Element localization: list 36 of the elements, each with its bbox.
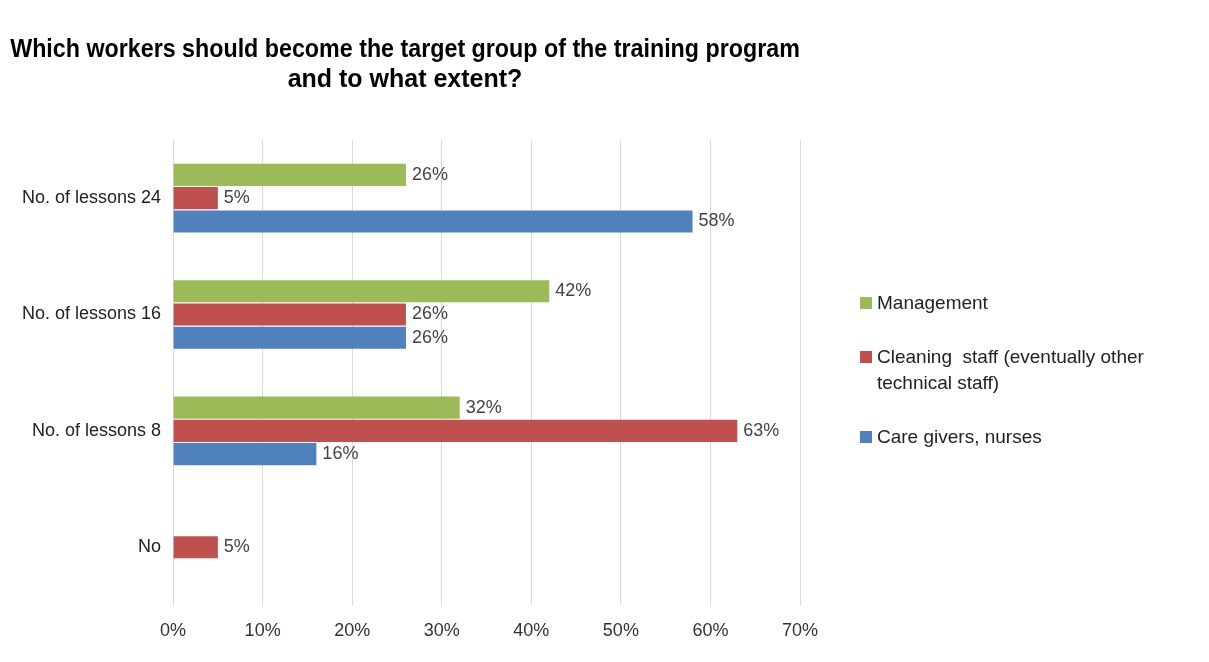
x-tick-label: 50% — [602, 620, 639, 641]
data-label: 26% — [411, 163, 448, 184]
x-tick-label: 10% — [244, 620, 281, 641]
bar — [173, 419, 738, 442]
x-tick-label: 20% — [334, 620, 371, 641]
y-tick-label: No. of lessons 24 — [22, 187, 162, 208]
bar — [173, 536, 218, 559]
bar — [173, 163, 406, 186]
y-tick-label: No. of lessons 16 — [22, 303, 162, 324]
chart-title: Which workers should become the target group of the training program and to what extent? — [10, 34, 800, 92]
data-label: 63% — [743, 419, 780, 440]
data-label: 26% — [411, 326, 448, 347]
bar — [173, 326, 406, 349]
x-tick-label: 0% — [160, 620, 187, 641]
bar — [173, 443, 317, 466]
x-tick-label: 40% — [513, 620, 550, 641]
data-label: 42% — [555, 280, 592, 301]
legend-label: Cleaning staff (eventually other technical staff) — [877, 345, 1145, 395]
bar — [173, 210, 693, 233]
bar — [173, 280, 550, 303]
legend-label: Care givers, nurses — [877, 425, 1042, 449]
data-label: 58% — [698, 210, 735, 231]
bar — [173, 396, 460, 419]
data-label: 32% — [465, 396, 502, 417]
y-tick-label: No. of lessons 8 — [32, 419, 162, 440]
data-label: 26% — [411, 303, 448, 324]
bar — [173, 187, 218, 210]
data-label: 5% — [223, 187, 250, 208]
x-tick-label: 70% — [781, 620, 819, 641]
legend-label: Management — [877, 291, 988, 315]
x-tick-label: 30% — [423, 620, 460, 641]
x-tick-label: 60% — [692, 620, 729, 641]
data-label: 16% — [322, 443, 359, 464]
bar — [173, 303, 406, 326]
data-label: 5% — [223, 536, 250, 557]
y-tick-label: No — [138, 536, 162, 557]
